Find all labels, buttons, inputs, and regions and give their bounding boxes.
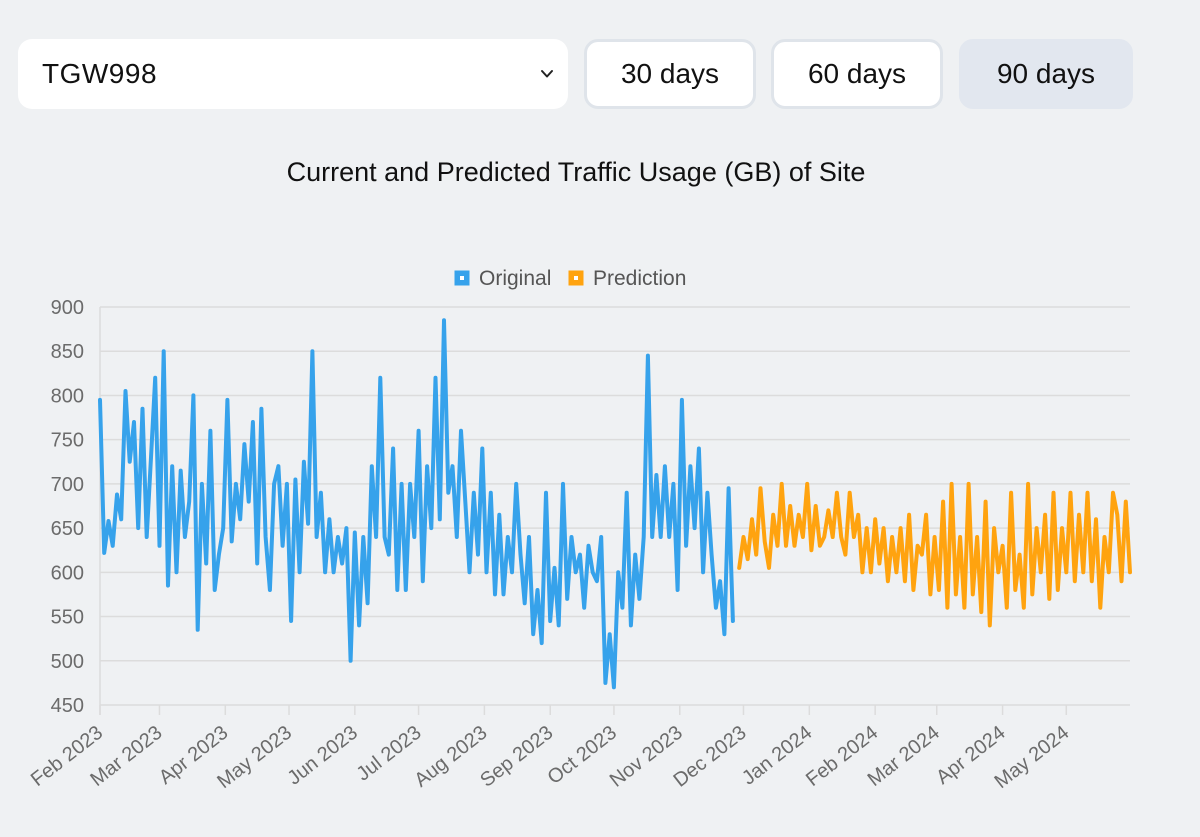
series-lines [98,318,1132,690]
series-line-prediction [737,481,1132,628]
legend-label: Original [479,267,551,290]
range-button-90-days[interactable]: 90 days [959,39,1133,109]
y-tick-label: 500 [51,651,84,673]
y-tick-label: 900 [51,297,84,319]
legend-item-original[interactable]: Original [454,267,551,290]
y-tick-label: 650 [51,518,84,540]
legend-swatch-center [460,276,464,280]
y-tick-label: 600 [51,562,84,584]
legend-swatch-center [574,276,578,280]
y-axis-ticks: 450 500 550 600 650 700 750 800 850 900 [51,297,84,717]
series-line-original [98,318,735,690]
x-tick-label: Dec 2023 [670,722,751,792]
x-tick-label: Sep 2023 [476,722,557,792]
x-tick-label: Jun 2023 [284,722,362,790]
site-select[interactable]: TGW998 [18,39,568,109]
legend[interactable]: Original Prediction [454,267,686,290]
chart-title: Current and Predicted Traffic Usage (GB)… [286,157,866,187]
y-tick-label: 750 [51,430,84,452]
legend-item-prediction[interactable]: Prediction [568,267,686,290]
range-button-60-days[interactable]: 60 days [771,39,943,109]
legend-label: Prediction [593,267,686,290]
y-tick-label: 700 [51,474,84,496]
y-tick-label: 550 [51,607,84,629]
site-select-value: TGW998 [42,58,158,89]
range-button-30-days[interactable]: 30 days [584,39,756,109]
y-tick-label: 450 [51,695,84,717]
y-tick-label: 800 [51,385,84,407]
chevron-down-icon [541,70,553,78]
x-tick-label: Aug 2023 [410,722,491,792]
y-tick-label: 850 [51,341,84,363]
controls-bar: TGW998 30 days 60 days 90 days [18,39,1198,109]
x-tick-label: Jan 2024 [738,722,816,790]
